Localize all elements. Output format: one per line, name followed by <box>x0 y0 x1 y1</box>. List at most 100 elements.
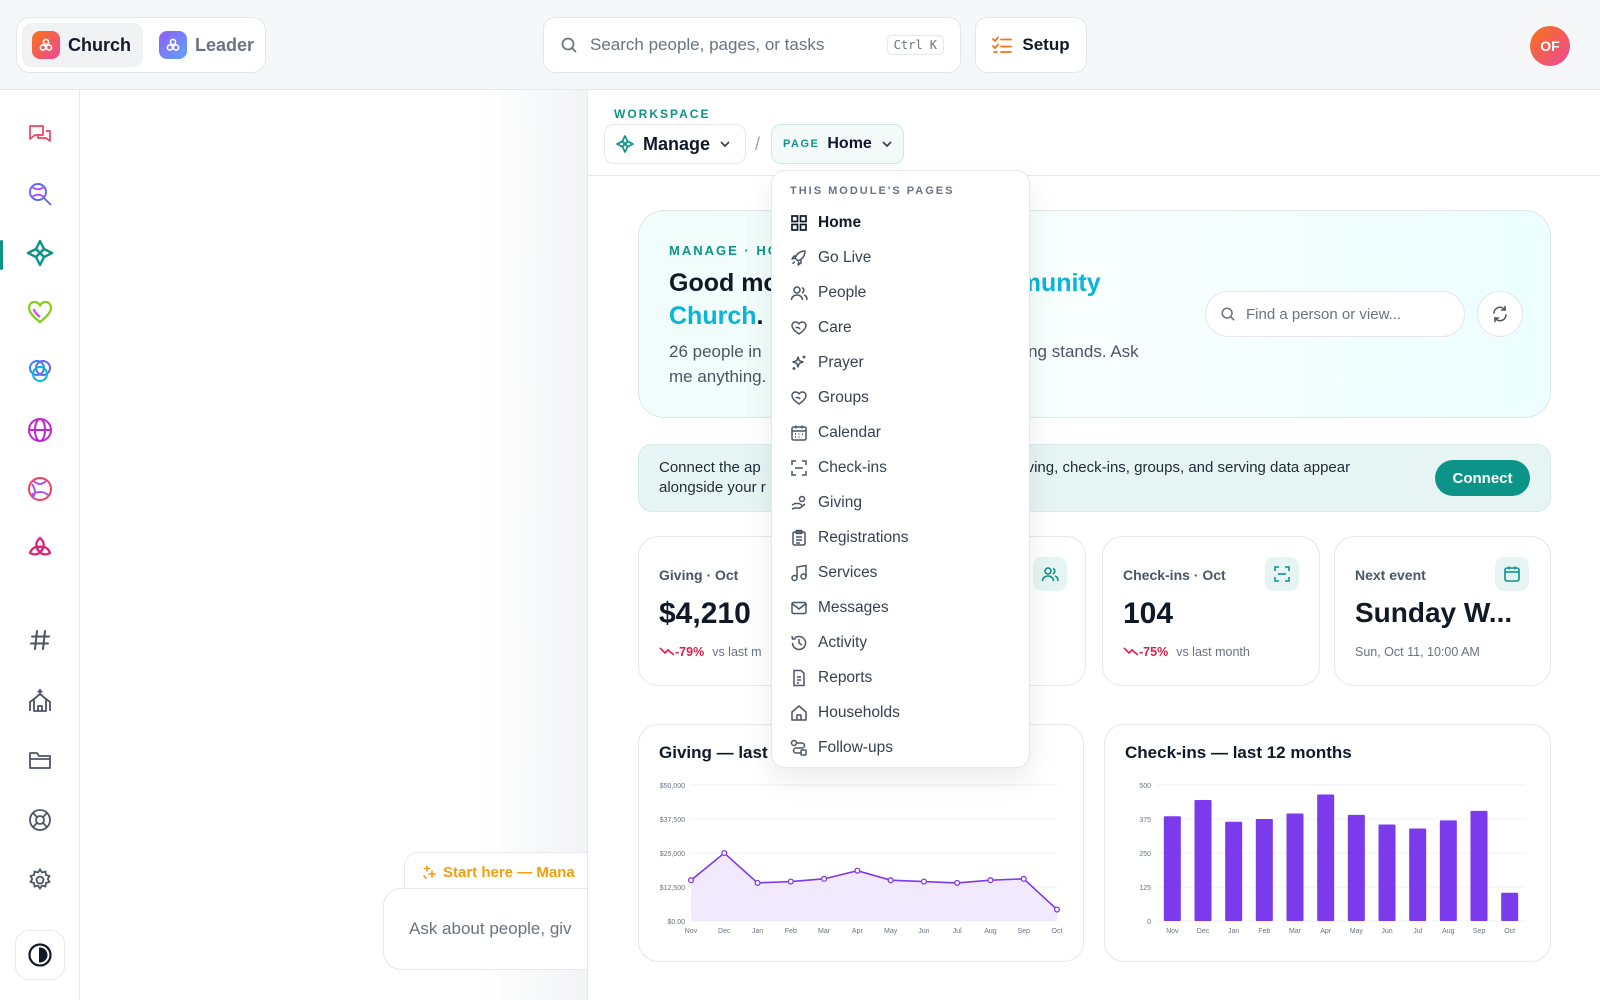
module-rail <box>0 90 80 1000</box>
dropdown-item-registrations[interactable]: Registrations <box>790 523 908 553</box>
clipboard-icon <box>792 529 806 546</box>
route-icon <box>790 739 807 756</box>
connect-banner-text: Connect the ap r giving, check-ins, group… <box>659 458 1394 498</box>
composer-placeholder: Ask about people, giv <box>409 919 572 938</box>
rail-search-people-button[interactable] <box>20 174 60 214</box>
giving-point <box>754 879 761 886</box>
rail-help-button[interactable] <box>20 800 60 840</box>
dropdown-item-services[interactable]: Services <box>790 558 877 588</box>
dropdown-item-go-live[interactable]: Go Live <box>790 243 871 273</box>
checklist-icon <box>992 36 1013 53</box>
stat-label: Check-ins · Oct <box>1123 567 1226 583</box>
theme-toggle-button[interactable] <box>15 930 65 980</box>
dropdown-item-messages[interactable]: Messages <box>790 593 889 623</box>
heart-hand-icon <box>791 321 807 335</box>
giving-point <box>1020 875 1027 882</box>
stat-label: Giving · Oct <box>659 567 739 583</box>
starter-prompt-chip[interactable]: Start here — Mana <box>404 852 604 892</box>
rail-church-button[interactable] <box>20 680 60 720</box>
dropdown-item-label: Activity <box>818 634 868 651</box>
dropdown-item-home[interactable]: Home <box>790 208 861 238</box>
calendar-icon <box>791 425 807 441</box>
hero-sub-left: 26 people in <box>669 342 762 361</box>
hero-sub-left2: me anything. <box>669 367 767 386</box>
page-select[interactable]: PAGE Home <box>771 124 904 164</box>
rail-chat-button[interactable] <box>20 115 60 155</box>
triquetra-module-icon <box>28 536 52 556</box>
x-tick-label: May <box>1350 928 1364 935</box>
connect-text-left: Connect the ap <box>659 459 761 476</box>
setup-label: Setup <box>1022 35 1070 54</box>
stat-card-next-event[interactable]: Next event Sunday W... Sun, Oct 11, 10:0… <box>1334 536 1551 686</box>
mail-icon <box>791 601 807 615</box>
rail-channels-button[interactable] <box>20 620 60 660</box>
x-tick-label: Feb <box>1258 928 1270 935</box>
dropdown-item-calendar[interactable]: Calendar <box>790 418 881 448</box>
dropdown-item-reports[interactable]: Reports <box>790 663 872 693</box>
hero-title-lead: Good mo <box>669 269 779 297</box>
stat-footer: -75% vs last month <box>1123 645 1250 659</box>
stat-card-checkins[interactable]: Check-ins · Oct 104 -75% vs last month <box>1102 536 1320 686</box>
x-tick-label: Jun <box>918 928 929 935</box>
rail-care-button[interactable] <box>20 292 60 332</box>
manage-module-icon <box>616 135 634 153</box>
y-tick-label: 500 <box>1139 783 1151 790</box>
top-bar: Church Leader Search people, pages, or t… <box>0 0 1600 90</box>
workspace-value: Manage <box>643 133 711 154</box>
context-leader-button[interactable]: Leader <box>149 23 266 67</box>
dropdown-item-label: Go Live <box>818 249 872 266</box>
search-icon <box>1221 307 1235 321</box>
rail-manage-button[interactable] <box>20 233 60 273</box>
global-search-input[interactable]: Search people, pages, or tasks Ctrl K <box>543 17 961 73</box>
x-tick-label: Sep <box>1473 928 1486 935</box>
scan-icon <box>1265 557 1299 591</box>
breadcrumb-separator: / <box>755 134 761 154</box>
dropdown-item-households[interactable]: Households <box>790 698 900 728</box>
rail-settings-button[interactable] <box>20 860 60 900</box>
dropdown-item-check-ins[interactable]: Check-ins <box>790 453 887 483</box>
dropdown-item-label: Households <box>818 704 900 721</box>
search-people-icon <box>29 183 52 206</box>
rail-files-button[interactable] <box>20 740 60 780</box>
hero-subtitle: 26 people in ything stands. Ask me anythi… <box>669 339 1189 389</box>
folder-icon <box>29 752 51 769</box>
dropdown-item-groups[interactable]: Groups <box>790 383 869 413</box>
hero-sub-right: ything stands. Ask <box>1001 342 1139 361</box>
page-value: Home <box>827 135 872 152</box>
hand-coins-icon <box>791 495 806 510</box>
x-tick-label: Jan <box>1228 928 1239 935</box>
context-church-button[interactable]: Church <box>22 23 143 67</box>
checkins-chart-card: Check-ins — last 12 months 0 125 250 375 500… <box>1104 724 1551 962</box>
rail-groups-button[interactable] <box>20 351 60 391</box>
checkins-bar <box>1470 810 1488 921</box>
chat-composer-input[interactable]: Ask about people, giv <box>383 888 613 970</box>
workspace-select[interactable]: Manage <box>604 124 746 164</box>
dropdown-item-activity[interactable]: Activity <box>790 628 867 658</box>
dropdown-item-giving[interactable]: Giving <box>790 488 862 518</box>
dropdown-item-people[interactable]: People <box>790 278 866 308</box>
refresh-button[interactable] <box>1477 291 1523 337</box>
history-icon <box>791 635 807 651</box>
user-avatar[interactable]: OF <box>1530 26 1570 66</box>
rail-globe-button[interactable] <box>20 410 60 450</box>
giving-chart: $0.00 $12,500 $25,000 $37,500 $50,000 Nov Dec J… <box>660 783 1063 935</box>
chevron-down-icon <box>720 141 730 148</box>
dropdown-item-follow-ups[interactable]: Follow-ups <box>790 733 893 763</box>
checkins-bar <box>1194 799 1212 921</box>
setup-button[interactable]: Setup <box>975 17 1087 73</box>
groups-module-icon <box>29 360 51 382</box>
rail-triquetra-button[interactable] <box>20 528 60 568</box>
giving-point <box>787 878 794 885</box>
stat-footer: -79% vs last m <box>659 645 762 659</box>
rail-flower-button[interactable] <box>20 469 60 509</box>
find-person-input[interactable]: Find a person or view... <box>1205 291 1465 337</box>
connect-button[interactable]: Connect <box>1435 460 1530 496</box>
x-tick-label: Aug <box>984 928 997 935</box>
sparkles-icon <box>792 355 806 370</box>
dropdown-item-label: Home <box>818 214 862 231</box>
x-tick-label: Dec <box>718 928 731 935</box>
checkins-chart-title: Check-ins — last 12 months <box>1125 743 1352 762</box>
dropdown-item-prayer[interactable]: Prayer <box>790 348 864 378</box>
dropdown-item-care[interactable]: Care <box>790 313 852 343</box>
giving-point <box>954 879 961 886</box>
